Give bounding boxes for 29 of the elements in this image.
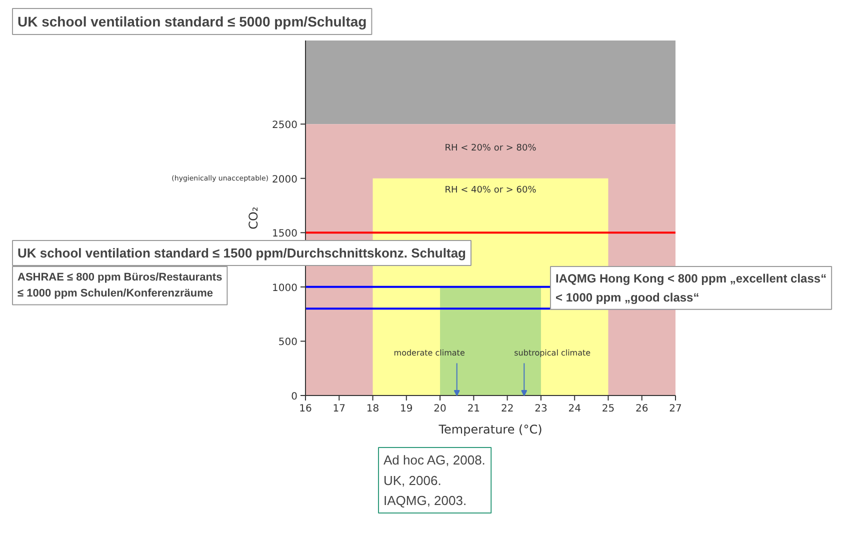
x-axis-title: Temperature (°C) [438,422,542,436]
x-tick-label: 19 [400,404,413,414]
y-tick-label: 1500 [272,228,298,240]
x-tick-label: 23 [534,404,548,414]
annotation: RH < 20% or > 80% [444,144,537,154]
y-tick-label: 500 [278,337,298,348]
x-tick-label: 26 [636,404,648,414]
y-tick-label: 0 [291,392,298,402]
x-tick-label: 20 [434,404,446,414]
x-tick-label: 18 [366,404,380,414]
annotation: moderate climate [394,348,465,358]
x-tick-label: 21 [467,404,480,414]
annotation: UK school ventilation standard ≤ 1500 ppm/Durchschnittskonz. Schultag [18,246,466,260]
y-tick-label: 1000 [272,282,298,294]
text: ASHRAE ≤ 800 ppm Büros/Restaurants ≤ 1000 ppm Schulen/Konferenzräume [18,272,222,300]
annotation: RH < 40% or > 60% [444,186,537,196]
y-tick-label: 2000 [272,174,298,186]
x-tick-label: 25 [602,404,615,414]
x-tick-label: 17 [332,404,346,414]
text: UK school ventilation standard ≤ 5000 ppm/Schultag [18,14,367,30]
y-tick-label: 2500 [272,120,298,132]
text: Ad hoc AG, 2008. UK, 2006. IAQMG, 2003. [384,452,486,508]
y-axis-title: CO₂ [246,206,260,230]
annotation: subtropical climate [514,348,591,358]
x-tick-label: 24 [568,404,581,414]
x-tick-label: 16 [299,404,312,414]
x-tick-label: 27 [669,404,682,414]
x-tick-label: 22 [500,404,514,414]
annotation: IAQMG Hong Kong < 800 ppm „excellent class“ < 1000 ppm „good class“ [556,272,827,304]
